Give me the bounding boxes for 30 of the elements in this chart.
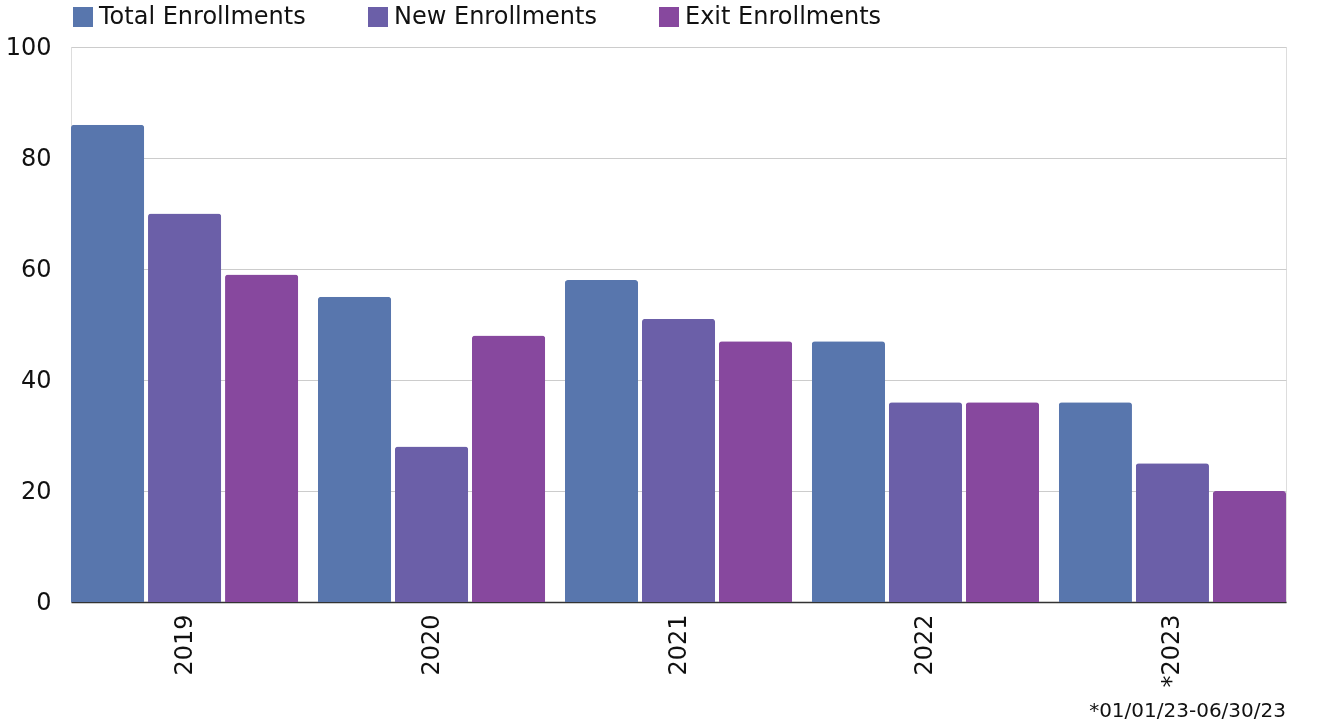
bar bbox=[965, 402, 1040, 602]
x-tick-label: 2019 bbox=[169, 614, 198, 676]
y-tick-label: 20 bbox=[20, 476, 52, 505]
x-tick-label: *2023 bbox=[1157, 614, 1186, 688]
y-tick-label: 40 bbox=[20, 365, 52, 394]
legend-label: Total Enrollments bbox=[98, 2, 306, 30]
bar bbox=[888, 402, 963, 602]
x-tick-label: 2021 bbox=[663, 614, 692, 676]
bar bbox=[1058, 402, 1132, 602]
bar bbox=[71, 124, 145, 602]
bar bbox=[471, 335, 546, 602]
y-tick-label: 80 bbox=[20, 143, 52, 172]
bar bbox=[564, 280, 639, 602]
bar bbox=[225, 274, 299, 602]
bar bbox=[641, 318, 716, 602]
bar bbox=[148, 213, 222, 602]
bar bbox=[1212, 491, 1286, 602]
y-tick-label: 100 bbox=[5, 32, 52, 61]
bar bbox=[317, 296, 392, 602]
bar bbox=[718, 341, 793, 602]
bar bbox=[394, 446, 469, 602]
y-tick-label: 0 bbox=[36, 587, 52, 616]
y-tick-label: 60 bbox=[20, 254, 52, 283]
bar bbox=[1135, 463, 1209, 602]
x-tick-label: 2022 bbox=[910, 614, 939, 676]
text: *01/01/23-06/30/23 bbox=[1089, 698, 1286, 723]
bar bbox=[811, 341, 886, 602]
legend-label: Exit Enrollments bbox=[685, 2, 882, 30]
x-tick-label: 2020 bbox=[416, 614, 445, 676]
legend-label: New Enrollments bbox=[394, 2, 597, 30]
